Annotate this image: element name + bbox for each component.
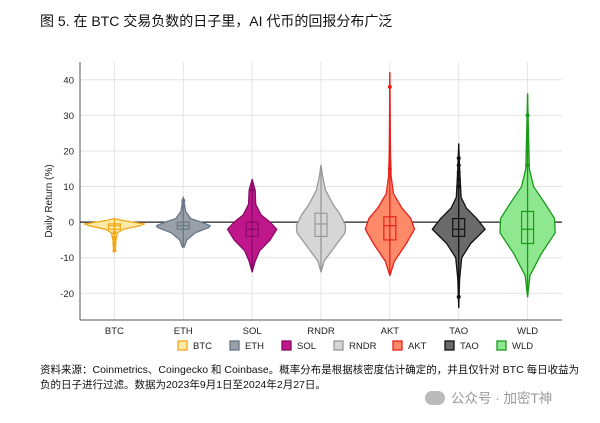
legend-label: RNDR xyxy=(349,341,377,352)
x-tick-label: RNDR xyxy=(307,326,335,337)
legend-label: WLD xyxy=(512,341,533,352)
source-note: 资料来源：Coinmetrics、Coingecko 和 Coinbase。概率… xyxy=(40,364,580,391)
x-tick-label: WLD xyxy=(517,326,538,337)
legend-label: ETH xyxy=(245,341,264,352)
figure-title: 图 5. 在 BTC 交易负数的日子里，AI 代币的回报分布广泛 xyxy=(40,13,393,29)
violin-tao xyxy=(431,143,486,309)
violin-wld xyxy=(499,93,556,298)
violin-eth xyxy=(155,196,211,248)
legend-label: AKT xyxy=(408,341,427,352)
legend-swatch-eth xyxy=(229,340,240,351)
legend-swatch-sol xyxy=(281,340,292,351)
y-tick-label: 20 xyxy=(63,146,74,157)
outlier-point xyxy=(456,294,461,299)
violin-btc xyxy=(83,217,146,253)
y-tick-label: -10 xyxy=(60,253,74,264)
outlier-point xyxy=(456,170,461,175)
box xyxy=(314,212,328,237)
outlier-point xyxy=(112,248,117,253)
x-tick-label: ETH xyxy=(174,326,193,337)
outlier-point xyxy=(387,84,392,89)
legend-swatch-rndr xyxy=(333,340,344,351)
watermark: 公众号 · 加密T神 xyxy=(425,387,552,407)
box xyxy=(107,223,122,230)
outlier-point xyxy=(525,113,530,118)
x-tick-label: SOL xyxy=(243,326,262,337)
legend-swatch-wld xyxy=(496,340,507,351)
legend-swatch-tao xyxy=(444,340,455,351)
outlier-point xyxy=(250,262,255,267)
box xyxy=(383,216,397,241)
outlier-point xyxy=(112,236,117,241)
legend-label: TAO xyxy=(460,341,479,352)
y-tick-label: 10 xyxy=(63,182,74,193)
wechat-icon xyxy=(425,391,445,405)
outlier-point xyxy=(112,230,117,235)
box xyxy=(452,217,466,237)
violin-rndr xyxy=(295,164,347,273)
outlier-point xyxy=(181,198,186,203)
outlier-point xyxy=(525,148,530,153)
legend-swatch-akt xyxy=(392,340,403,351)
legend-label: SOL xyxy=(297,341,316,352)
outlier-point xyxy=(456,156,461,161)
outlier-point xyxy=(456,184,461,189)
y-tick-label: -20 xyxy=(60,289,74,300)
watermark-text: 公众号 · 加密T神 xyxy=(451,391,553,406)
y-axis-label: Daily Return (%) xyxy=(44,164,55,237)
x-tick-label: AKT xyxy=(381,326,400,337)
outlier-point xyxy=(456,163,461,168)
y-tick-label: 40 xyxy=(63,75,74,86)
violin-akt xyxy=(364,72,416,277)
outlier-point xyxy=(250,188,255,193)
y-tick-label: 30 xyxy=(63,111,74,122)
violin-sol xyxy=(226,178,278,273)
x-tick-label: TAO xyxy=(449,326,468,337)
x-tick-label: BTC xyxy=(105,326,124,337)
legend-label: BTC xyxy=(193,341,212,352)
outlier-point xyxy=(112,241,117,246)
y-tick-label: 0 xyxy=(69,218,74,229)
outlier-point xyxy=(456,177,461,182)
outlier-point xyxy=(387,166,392,171)
box xyxy=(520,210,535,245)
legend-swatch-btc xyxy=(177,340,188,351)
outlier-point xyxy=(525,163,530,168)
